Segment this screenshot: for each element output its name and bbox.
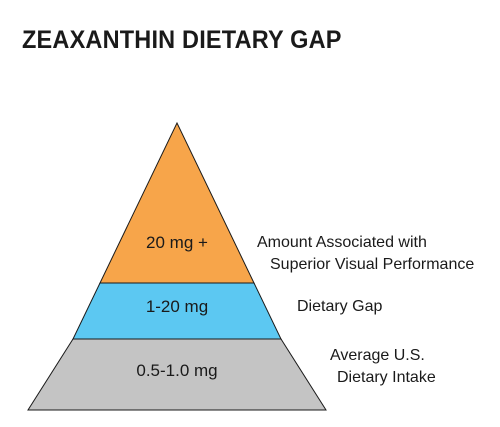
diagram-title: ZEAXANTHIN DIETARY GAP bbox=[22, 26, 342, 54]
tier-top-desc-line1: Amount Associated with bbox=[257, 234, 427, 251]
tier-top-value: 20 mg + bbox=[146, 233, 208, 252]
tier-middle-desc: Dietary Gap bbox=[297, 298, 383, 315]
tier-bottom-desc-line2: Dietary Intake bbox=[337, 369, 436, 386]
pyramid-tier-bottom bbox=[27, 338, 327, 411]
pyramid-tier-top bbox=[99, 121, 255, 284]
tier-middle-value: 1-20 mg bbox=[145, 297, 209, 316]
tier-bottom-value: 0.5-1.0 mg bbox=[136, 361, 218, 380]
tier-top-desc-line2: Superior Visual Performance bbox=[270, 256, 475, 273]
tier-bottom-desc-line1: Average U.S. bbox=[330, 347, 425, 364]
